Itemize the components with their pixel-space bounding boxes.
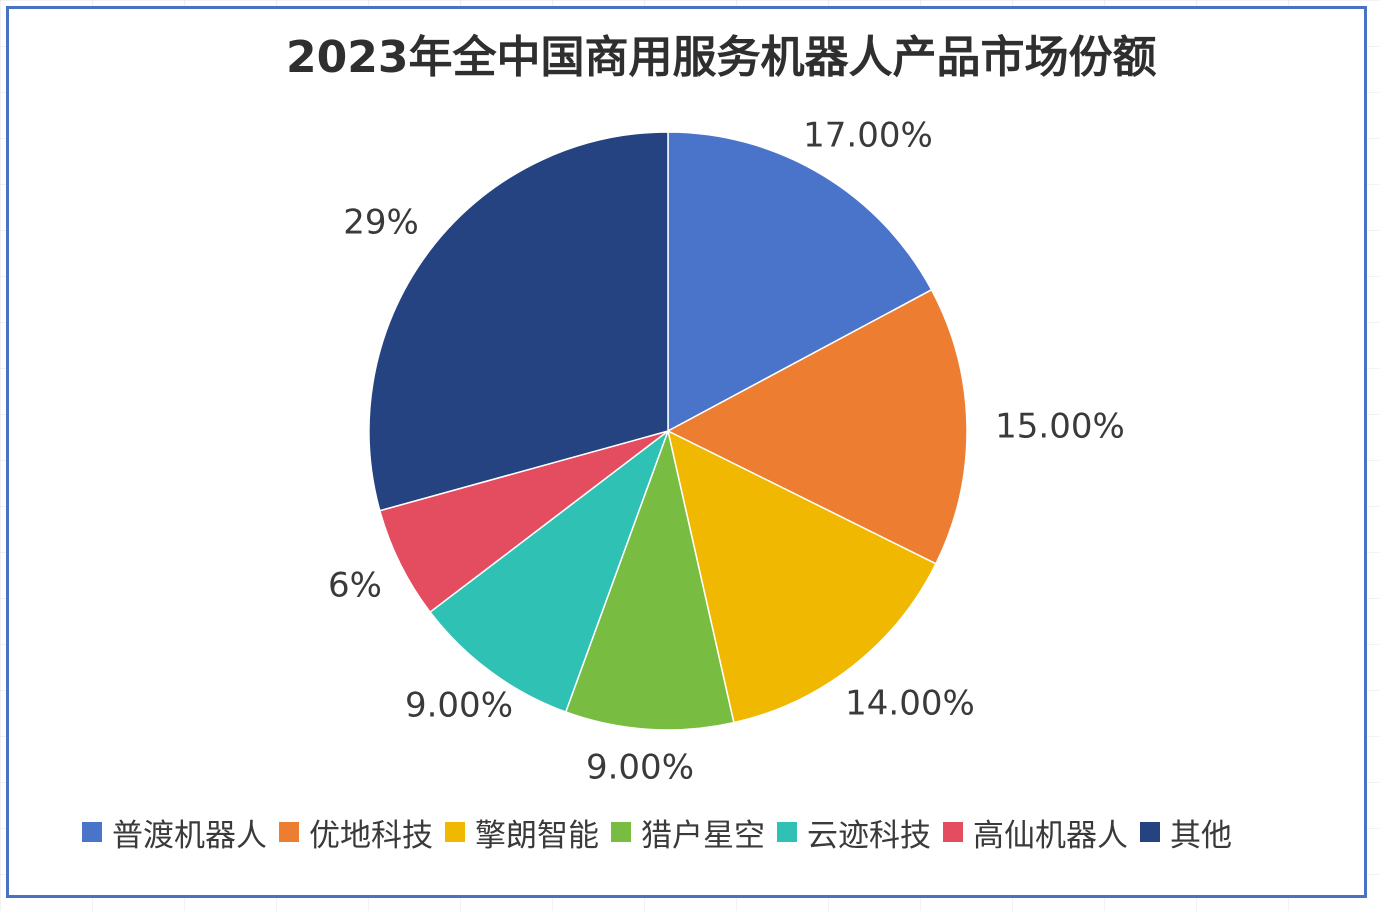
legend-item-gaoxian: 高仙机器人 bbox=[943, 810, 1128, 855]
data-label-6: 29% bbox=[343, 203, 419, 243]
legend-swatch bbox=[1140, 822, 1160, 842]
legend-swatch bbox=[279, 822, 299, 842]
legend-label: 擎朗智能 bbox=[475, 817, 599, 854]
legend-label: 云迹科技 bbox=[807, 817, 931, 854]
legend-swatch bbox=[943, 822, 963, 842]
legend-item-other: 其他 bbox=[1140, 810, 1232, 855]
chart-title: 2023年全中国商用服务机器人产品市场份额 bbox=[286, 32, 1157, 83]
pie-slice-2 bbox=[666, 429, 937, 724]
legend-swatch bbox=[611, 822, 631, 842]
data-label-2: 14.00% bbox=[845, 684, 975, 724]
legend-item-yunji: 云迹科技 bbox=[777, 810, 931, 855]
chart-legend: 普渡机器人 优地科技 擎朗智能 猎户星空 云迹科技 高仙机器人 其他 bbox=[82, 810, 1244, 855]
pie-slice-0 bbox=[667, 131, 933, 433]
pie-slice-4 bbox=[429, 428, 670, 713]
pie-slice-1 bbox=[666, 288, 968, 565]
data-label-3: 9.00% bbox=[586, 748, 694, 788]
data-label-5: 6% bbox=[328, 566, 382, 606]
data-label-4: 9.00% bbox=[405, 686, 513, 726]
pie-slice-6 bbox=[368, 131, 669, 512]
data-label-1: 15.00% bbox=[995, 407, 1125, 447]
data-label-0: 17.00% bbox=[803, 116, 933, 156]
legend-swatch bbox=[82, 822, 102, 842]
legend-item-qinglang: 擎朗智能 bbox=[445, 810, 599, 855]
legend-label: 优地科技 bbox=[309, 817, 433, 854]
legend-item-youdi: 优地科技 bbox=[279, 810, 433, 855]
legend-swatch bbox=[445, 822, 465, 842]
legend-label: 高仙机器人 bbox=[973, 817, 1128, 854]
legend-item-liehu: 猎户星空 bbox=[611, 810, 765, 855]
legend-label: 普渡机器人 bbox=[112, 817, 267, 854]
legend-swatch bbox=[777, 822, 797, 842]
pie-slice-3 bbox=[564, 428, 735, 731]
legend-label: 猎户星空 bbox=[641, 817, 765, 854]
legend-item-pudu: 普渡机器人 bbox=[82, 810, 267, 855]
legend-label: 其他 bbox=[1170, 817, 1232, 854]
